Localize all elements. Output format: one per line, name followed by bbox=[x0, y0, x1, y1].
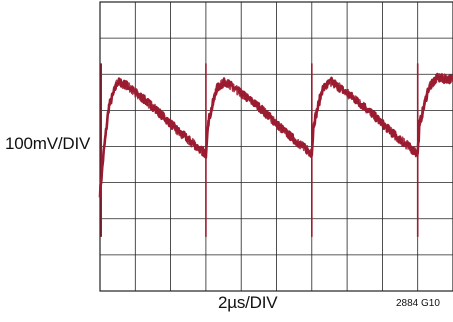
plot-frame bbox=[99, 1, 453, 292]
spike-layer bbox=[100, 63, 419, 237]
grid bbox=[99, 1, 453, 292]
y-scale-label: 100mV/DIV bbox=[5, 134, 91, 153]
ripple-trace-noise bbox=[99, 73, 453, 192]
figure-code: 2884 G10 bbox=[396, 298, 440, 309]
trace-layer bbox=[98, 72, 453, 198]
x-scale-label: 2µs/DIV bbox=[218, 293, 278, 312]
